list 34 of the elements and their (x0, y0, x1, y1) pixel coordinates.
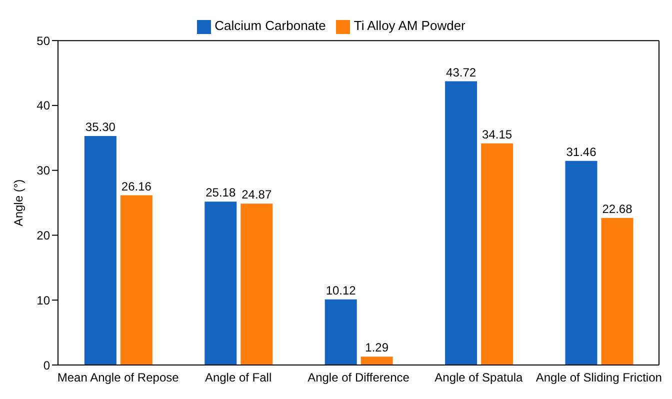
y-tick-label: 20 (36, 228, 50, 242)
bar (360, 356, 393, 365)
x-tick-label: Angle of Spatula (434, 370, 524, 385)
y-tick-label: 40 (36, 98, 50, 113)
data-label: 43.72 (446, 65, 476, 80)
x-tick-label: Mean Angle of Repose (57, 370, 180, 385)
bar (565, 160, 598, 365)
bar (445, 81, 478, 365)
data-label: 31.46 (566, 144, 597, 159)
x-tick-label: Angle of Difference (308, 370, 410, 385)
data-label: 25.18 (206, 186, 236, 200)
y-axis-title: Angle (°) (11, 179, 26, 226)
data-label: 24.87 (242, 188, 272, 202)
x-tick-label: Angle of Fall (204, 370, 272, 385)
y-tick-label: 50 (36, 34, 50, 48)
data-label: 35.30 (85, 120, 116, 134)
y-tick-label: 30 (36, 164, 50, 178)
x-tick-label: Angle of Sliding Friction (536, 370, 662, 385)
data-label: 1.29 (365, 340, 389, 355)
bar (601, 218, 634, 365)
legend-label: Calcium Carbonate (214, 18, 326, 33)
y-tick-label: 0 (43, 358, 50, 372)
data-label: 22.68 (602, 202, 633, 216)
y-tick-label: 10 (36, 293, 50, 308)
bar (84, 136, 116, 365)
bar (120, 195, 152, 365)
legend-label: Ti Alloy AM Powder (354, 18, 466, 33)
bar (240, 204, 273, 365)
data-label: 10.12 (326, 283, 356, 298)
data-label: 34.15 (482, 127, 512, 142)
bar (481, 143, 514, 365)
bar (204, 202, 237, 365)
bar (324, 299, 357, 365)
data-label: 26.16 (121, 179, 152, 194)
